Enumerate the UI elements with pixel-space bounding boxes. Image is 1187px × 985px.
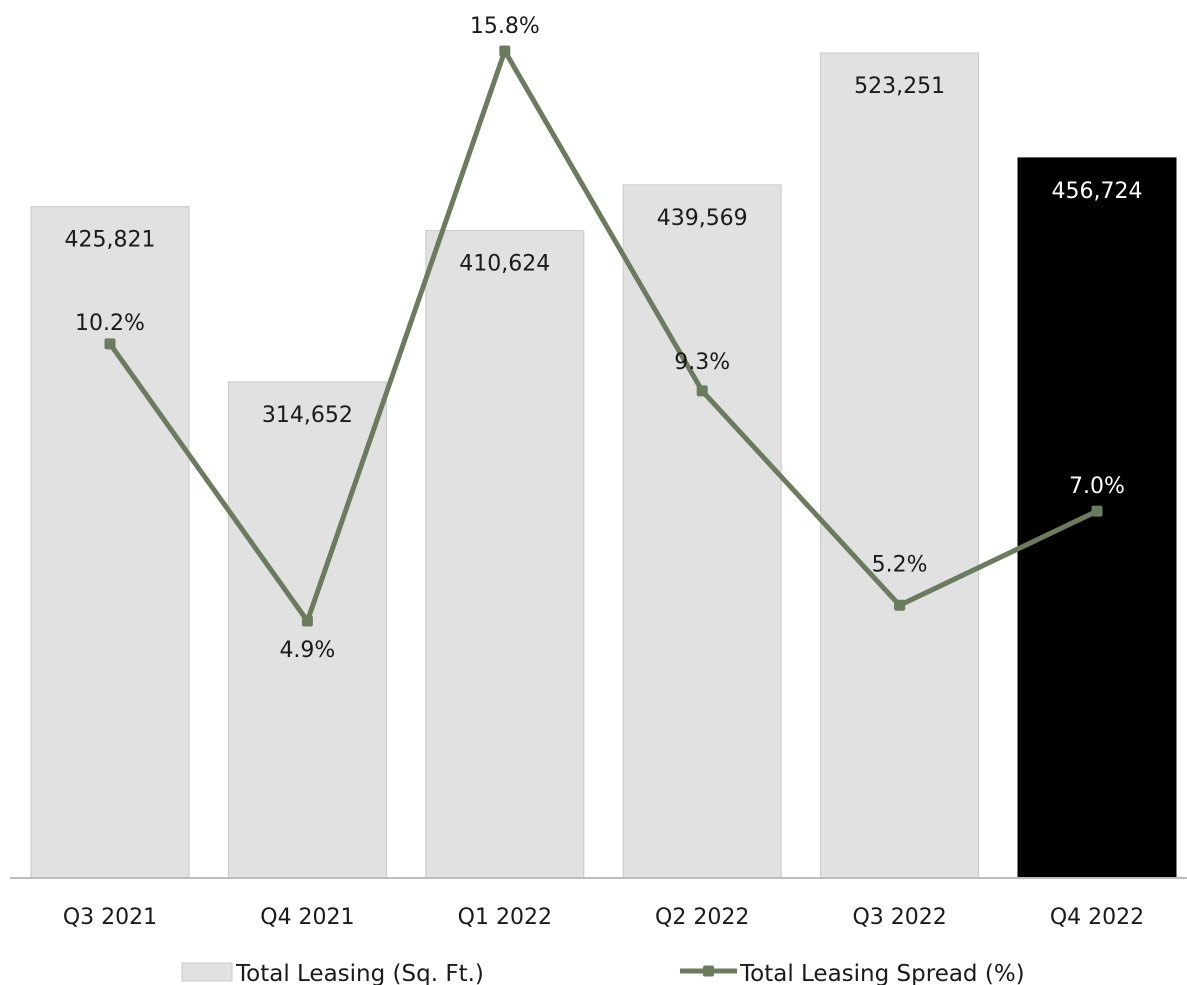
x-tick-label: Q2 2022 [655,905,749,930]
bar-q3-2021 [30,206,190,879]
legend: Total Leasing (Sq. Ft.) Total Leasing Sp… [181,961,1025,985]
spread-value-label: 10.2% [75,311,145,336]
spread-value-label: 9.3% [674,350,730,375]
bar-value-label: 425,821 [65,228,156,253]
bar-q4-2022 [1017,157,1177,879]
line-label-group: 10.2% 4.9% 15.8% 9.3% 5.2% 7.0% [75,14,1125,663]
bar-value-label: 456,724 [1052,179,1143,204]
bar-value-label: 410,624 [459,252,550,277]
x-axis-ticks: Q3 2021 Q4 2021 Q1 2022 Q2 2022 Q3 2022 Q4 20… [63,905,1144,930]
bar-label-group: 425,821 314,652 410,624 439,569 523,251 456,7… [65,74,1143,428]
bar-value-label: 523,251 [854,74,945,99]
line-series [104,45,1103,627]
spread-point [894,599,906,611]
spread-value-label: 15.8% [470,14,540,39]
legend-line-label: Total Leasing Spread (%) [739,961,1025,985]
spread-point [499,45,511,57]
x-tick-label: Q3 2022 [852,905,946,930]
bar-q3-2022 [820,52,980,879]
bar-value-label: 439,569 [657,206,748,231]
legend-line-marker [703,965,714,977]
spread-value-label: 7.0% [1069,474,1125,499]
x-tick-label: Q1 2022 [458,905,552,930]
spread-value-label: 5.2% [872,552,928,577]
legend-bar-swatch [181,962,233,982]
bar-q2-2022 [622,184,782,879]
spread-point [104,338,116,350]
bar-value-label: 314,652 [262,403,353,428]
bar-q1-2022 [425,230,585,879]
spread-point [696,385,708,397]
spread-value-label: 4.9% [279,638,335,663]
bar-series [30,52,1177,879]
x-tick-label: Q3 2021 [63,905,157,930]
spread-line [107,48,1099,624]
x-tick-label: Q4 2021 [260,905,354,930]
legend-bar-label: Total Leasing (Sq. Ft.) [235,961,484,985]
x-tick-label: Q4 2022 [1050,905,1144,930]
spread-point [1091,505,1103,517]
spread-point [301,615,313,627]
